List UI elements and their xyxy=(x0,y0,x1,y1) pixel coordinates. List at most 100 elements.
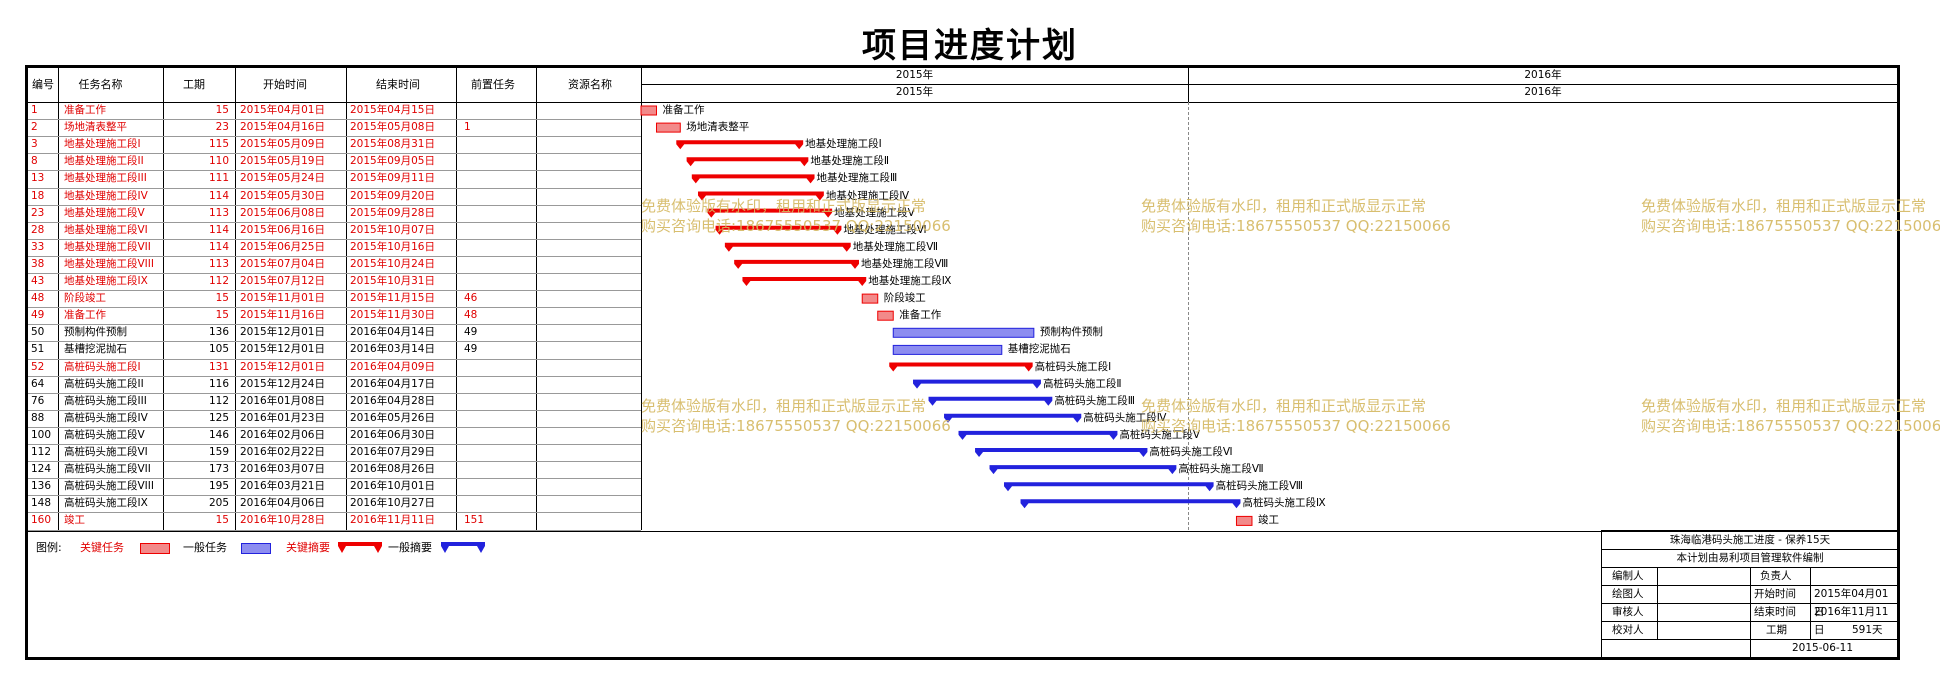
row-duration: 112 xyxy=(208,394,229,407)
row-start-date: 2015年05月09日 xyxy=(240,138,325,151)
gantt-bar-label: 高桩码头施工段Ⅴ xyxy=(1119,428,1201,441)
row-end-date: 2015年11月30日 xyxy=(350,309,435,322)
table-row-divider xyxy=(28,409,641,411)
row-task-name: 高桩码头施工段II xyxy=(64,377,144,390)
table-row-divider xyxy=(28,170,641,172)
row-start-date: 2015年12月01日 xyxy=(240,326,325,339)
gantt-bar-label: 地基处理施工段Ⅶ xyxy=(852,240,938,253)
legend-critical-task-swatch xyxy=(140,543,170,554)
row-id: 48 xyxy=(31,292,45,305)
gantt-summary-bar xyxy=(989,465,1177,475)
row-end-date: 2015年05月08日 xyxy=(350,121,435,134)
gantt-task-bar xyxy=(1235,515,1253,526)
row-task-name: 高桩码头施工段VII xyxy=(64,463,151,476)
page-title: 项目进度计划 xyxy=(862,26,1078,66)
row-start-date: 2016年01月23日 xyxy=(240,411,325,424)
row-end-date: 2016年04月28日 xyxy=(350,394,435,407)
row-duration: 114 xyxy=(208,189,229,202)
row-task-name: 高桩码头施工段IX xyxy=(64,497,148,510)
gantt-task-bar xyxy=(861,293,879,304)
table-row-divider xyxy=(28,273,641,274)
table-row-divider xyxy=(28,444,641,445)
row-duration: 112 xyxy=(208,275,229,287)
row-duration: 136 xyxy=(208,326,229,339)
gantt-bar-label: 地基处理施工段Ⅵ xyxy=(843,223,927,236)
row-id: 148 xyxy=(31,497,52,510)
gantt-summary-bar xyxy=(697,191,824,201)
row-start-date: 2015年11月16日 xyxy=(240,309,325,322)
row-task-name: 地基处理施工段II xyxy=(64,155,144,168)
row-end-date: 2016年04月09日 xyxy=(350,360,435,373)
row-start-date: 2015年05月19日 xyxy=(240,155,325,168)
timeline-year-2016-bottom: 2016年 xyxy=(1524,86,1562,98)
title-block-software: 本计划由易利项目管理软件编制 xyxy=(1676,552,1824,564)
col-header-duration: 工期 xyxy=(183,78,205,91)
row-start-date: 2015年07月04日 xyxy=(240,257,325,270)
legend-critical-summary-swatch xyxy=(338,542,382,553)
row-end-date: 2015年11月15日 xyxy=(350,292,435,305)
row-start-date: 2016年02月06日 xyxy=(240,428,325,441)
row-start-date: 2016年04月06日 xyxy=(240,497,325,510)
table-row-divider xyxy=(28,392,641,394)
watermark: 免费体验版有水印，租用和正式版显示正常 购买咨询电话:18675550537 QQ… xyxy=(641,397,951,435)
row-end-date: 2015年08月31日 xyxy=(350,138,435,151)
gantt-bar-label: 高桩码头施工段Ⅱ xyxy=(1042,377,1122,390)
gantt-bar-label: 高桩码头施工段Ⅰ xyxy=(1034,360,1112,373)
timeline-year-2016-top: 2016年 xyxy=(1524,69,1562,81)
row-end-date: 2016年05月26日 xyxy=(350,411,435,424)
gantt-summary-bar xyxy=(715,225,842,235)
gantt-task-bar xyxy=(656,122,681,133)
row-id: 51 xyxy=(31,343,45,356)
row-start-date: 2015年05月24日 xyxy=(240,172,325,185)
gantt-summary-bar xyxy=(975,448,1148,457)
row-start-date: 2015年12月01日 xyxy=(240,343,325,356)
row-id: 18 xyxy=(31,189,45,202)
row-start-date: 2015年06月25日 xyxy=(240,240,325,253)
row-start-date: 2015年06月16日 xyxy=(240,223,325,236)
row-start-date: 2016年03月21日 xyxy=(240,480,325,493)
row-task-name: 地基处理施工段IV xyxy=(64,189,148,202)
row-task-name: 竣工 xyxy=(64,514,85,527)
gantt-bar-label: 高桩码头施工段Ⅶ xyxy=(1178,463,1264,476)
row-task-name: 准备工作 xyxy=(64,104,106,116)
gantt-bar-label: 地基处理施工段Ⅳ xyxy=(825,189,910,202)
col-header-start: 开始时间 xyxy=(263,78,307,91)
table-row-divider xyxy=(28,324,641,326)
gantt-summary-bar xyxy=(676,140,804,150)
row-start-date: 2016年10月28日 xyxy=(240,514,325,527)
row-id: 23 xyxy=(31,206,45,219)
table-row-divider xyxy=(28,204,641,206)
row-end-date: 2015年04月15日 xyxy=(350,104,435,116)
table-row-divider xyxy=(28,478,641,480)
title-block-reviewer-label: 审核人 xyxy=(1612,606,1644,618)
row-duration: 125 xyxy=(208,411,229,424)
row-duration: 195 xyxy=(208,480,229,493)
row-id: 124 xyxy=(31,463,52,476)
row-start-date: 2015年07月12日 xyxy=(240,275,325,287)
gantt-bar-label: 准备工作 xyxy=(662,104,705,116)
legend-summary-label: 一般摘要 xyxy=(388,541,432,554)
row-end-date: 2015年10月24日 xyxy=(350,257,435,270)
legend-summary-swatch xyxy=(441,542,485,553)
row-duration: 131 xyxy=(208,360,229,373)
gantt-summary-bar xyxy=(707,208,833,218)
gantt-summary-bar xyxy=(944,413,1082,423)
gantt-summary-bar xyxy=(734,259,859,269)
title-block-end-value: 2016年11月11日 xyxy=(1814,606,1889,636)
row-task-name: 准备工作 xyxy=(64,309,106,322)
title-block: 珠海临港码头施工进度 - 保养15天 本计划由易利项目管理软件编制 编制人 负责… xyxy=(1601,530,1898,658)
gantt-chart xyxy=(640,105,1253,526)
row-end-date: 2015年09月11日 xyxy=(350,172,435,185)
row-duration: 111 xyxy=(208,172,229,185)
row-id: 49 xyxy=(31,309,45,322)
col-header-end: 结束时间 xyxy=(376,78,420,91)
row-duration: 115 xyxy=(208,138,229,151)
gantt-bar-label: 准备工作 xyxy=(899,309,942,322)
gantt-bar-label: 阶段竣工 xyxy=(883,292,926,305)
row-task-name: 地基处理施工段IX xyxy=(64,275,148,287)
title-block-end-label: 结束时间 xyxy=(1754,606,1796,618)
row-start-date: 2015年06月08日 xyxy=(240,206,325,219)
title-block-project: 珠海临港码头施工进度 - 保养15天 xyxy=(1669,534,1831,546)
gantt-bar-label: 基槽挖泥抛石 xyxy=(1007,343,1071,356)
table-row-divider xyxy=(28,187,641,189)
